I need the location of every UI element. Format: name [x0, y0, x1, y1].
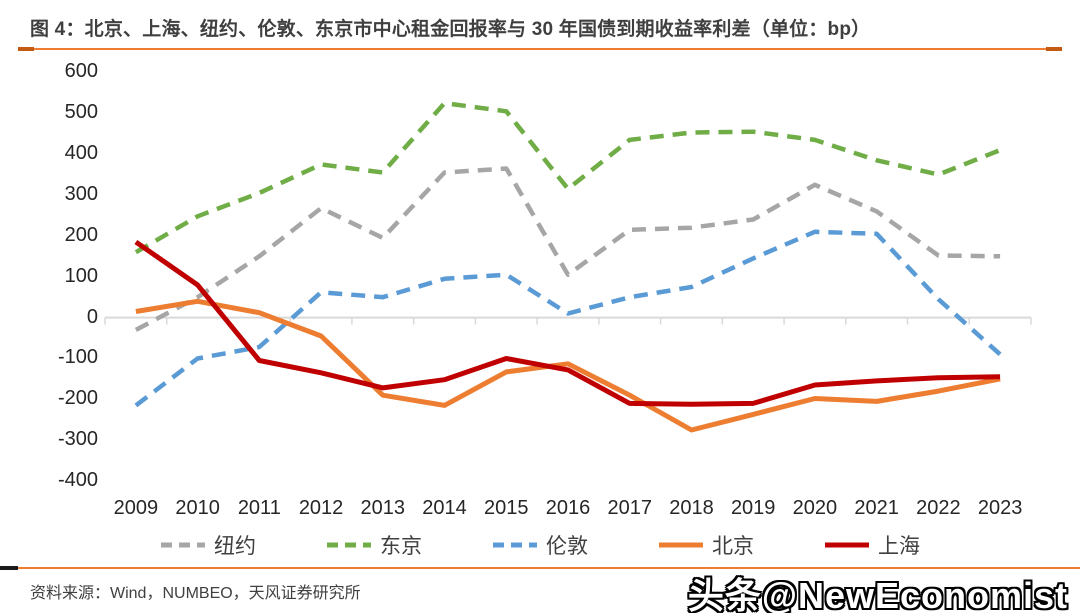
x-tick-label: 2018: [669, 497, 714, 519]
legend-label: 上海: [878, 535, 920, 558]
series-line-4: [135, 298, 1001, 433]
series-line-2: [134, 100, 1001, 255]
x-tick-label: 2014: [422, 497, 467, 519]
legend-item-5: 上海: [824, 530, 920, 560]
series-line-1: [134, 166, 1001, 332]
footer-rule-left-cap: [0, 566, 18, 570]
x-tick-label: 2016: [545, 497, 591, 519]
y-tick-label: 500: [64, 101, 98, 124]
source-note: 资料来源：Wind，NUMBEO，天风证券研究所: [30, 585, 361, 602]
x-tick-label: 2013: [360, 497, 406, 519]
chart-legend: 纽约 东京 伦敦 北京 上海: [0, 530, 1080, 560]
legend-label: 伦敦: [546, 535, 588, 558]
x-tick-label: 2022: [916, 497, 961, 519]
y-tick-label: -200: [57, 387, 98, 410]
footer-rule: [0, 567, 1080, 569]
series-line-5: [134, 239, 1001, 407]
y-tick-label: 200: [64, 223, 98, 246]
legend-item-4: 北京: [658, 530, 754, 560]
legend-label: 纽约: [214, 535, 256, 558]
series-line-3: [134, 229, 1002, 408]
watermark: 头条@NewEconomist: [687, 575, 1068, 613]
x-tick-label: 2021: [854, 497, 899, 519]
legend-label: 东京: [380, 535, 422, 558]
y-tick-label: 100: [64, 264, 98, 287]
y-tick-label: -300: [57, 428, 98, 451]
x-tick-label: 2011: [237, 497, 281, 519]
title-rule-left-cap: [18, 47, 34, 51]
y-tick-label: -100: [57, 346, 98, 369]
legend-line-sample: [327, 542, 371, 548]
legend-line-sample: [825, 542, 869, 548]
x-tick-label: 2015: [484, 497, 529, 519]
x-tick-label: 2019: [730, 497, 776, 519]
legend-line-sample: [161, 542, 205, 548]
legend-item-1: 纽约: [160, 530, 256, 560]
x-tick-label: 2023: [977, 497, 1023, 519]
legend-label: 北京: [712, 535, 754, 558]
title-rule-right-cap: [1046, 47, 1062, 51]
legend-line-sample: [493, 542, 537, 548]
x-tick-label: 2009: [113, 497, 159, 519]
x-tick-label: 2017: [607, 497, 652, 519]
y-tick-label: 300: [64, 183, 98, 206]
y-tick-label: 0: [86, 305, 98, 328]
legend-item-3: 伦敦: [492, 530, 588, 560]
y-tick-label: 400: [64, 142, 98, 165]
title-rule: [18, 48, 1062, 50]
y-tick-label: 600: [64, 60, 98, 83]
legend-item-2: 东京: [326, 530, 422, 560]
x-tick-label: 2010: [175, 497, 220, 519]
x-tick-label: 2020: [792, 497, 838, 519]
x-tick-label: 2012: [298, 497, 344, 519]
chart-title: 图 4：北京、上海、纽约、伦敦、东京市中心租金回报率与 30 年国债到期收益率利…: [30, 19, 871, 40]
legend-line-sample: [659, 542, 703, 548]
y-tick-label: -400: [57, 469, 98, 492]
